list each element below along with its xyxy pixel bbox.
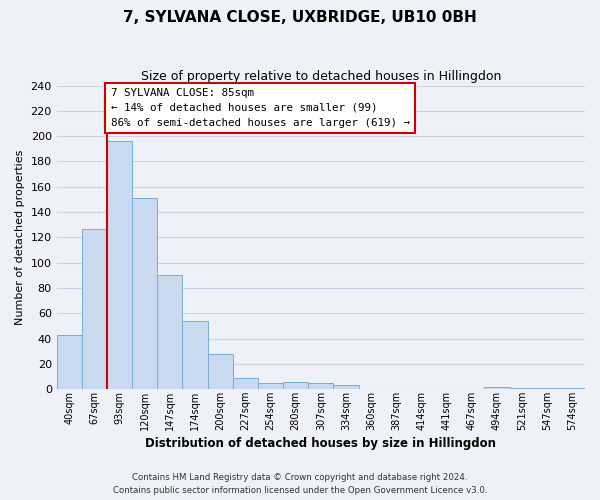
Bar xyxy=(283,382,308,389)
Text: 7 SYLVANA CLOSE: 85sqm
← 14% of detached houses are smaller (99)
86% of semi-det: 7 SYLVANA CLOSE: 85sqm ← 14% of detached… xyxy=(111,88,410,128)
Text: 7, SYLVANA CLOSE, UXBRIDGE, UB10 0BH: 7, SYLVANA CLOSE, UXBRIDGE, UB10 0BH xyxy=(123,10,477,25)
Bar xyxy=(107,141,132,389)
Bar xyxy=(56,335,82,389)
Bar xyxy=(560,388,585,389)
Bar xyxy=(233,378,258,389)
Bar xyxy=(484,386,509,389)
Y-axis label: Number of detached properties: Number of detached properties xyxy=(15,150,25,325)
Bar xyxy=(182,321,208,389)
Bar xyxy=(308,383,334,389)
Bar xyxy=(258,383,283,389)
Bar xyxy=(334,386,359,389)
Text: Contains HM Land Registry data © Crown copyright and database right 2024.
Contai: Contains HM Land Registry data © Crown c… xyxy=(113,473,487,495)
Bar xyxy=(132,198,157,389)
Bar xyxy=(82,228,107,389)
X-axis label: Distribution of detached houses by size in Hillingdon: Distribution of detached houses by size … xyxy=(145,437,496,450)
Bar xyxy=(509,388,535,389)
Bar xyxy=(535,388,560,389)
Title: Size of property relative to detached houses in Hillingdon: Size of property relative to detached ho… xyxy=(140,70,501,83)
Bar xyxy=(157,276,182,389)
Bar xyxy=(208,354,233,389)
